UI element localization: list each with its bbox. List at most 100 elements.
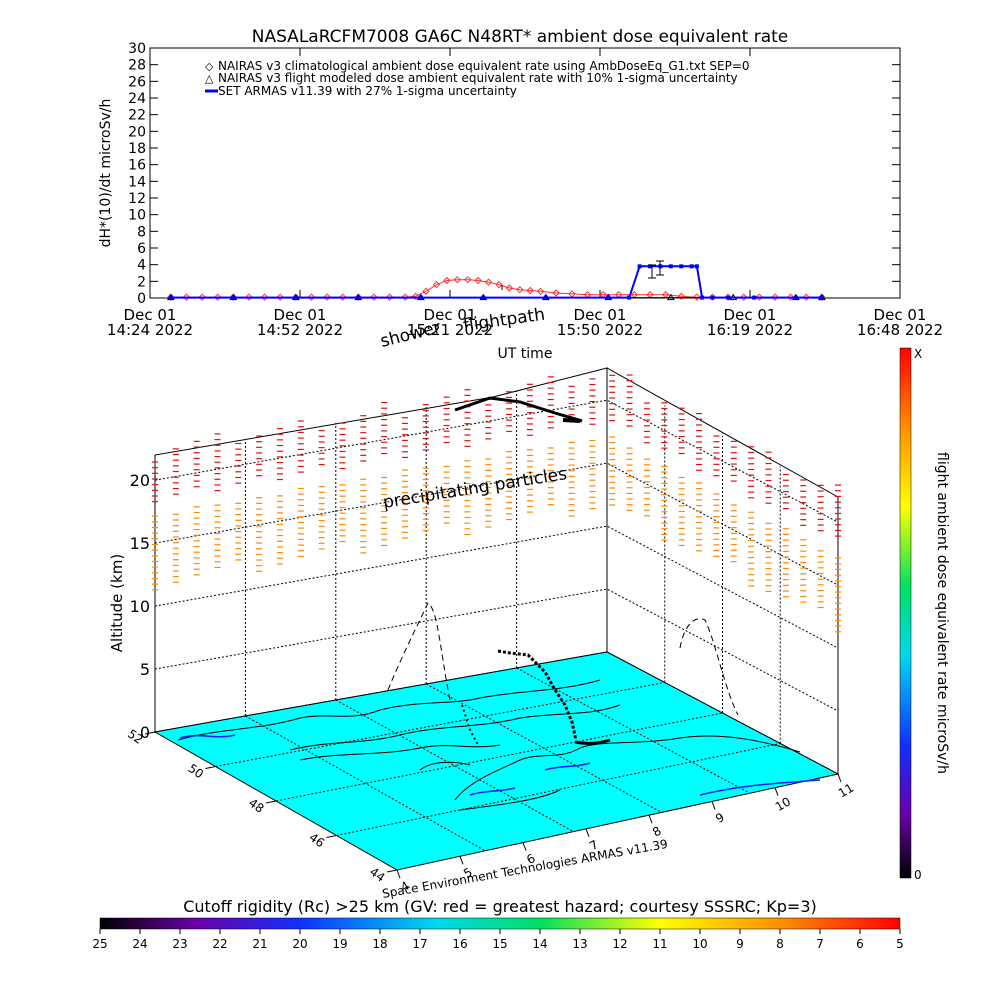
lat-tick-label: 48 <box>246 796 267 816</box>
lat-tick-mark <box>205 766 216 769</box>
ground-gridline <box>335 699 574 833</box>
right-colorbar-label: flight ambient dose equivalent rate micr… <box>934 452 950 774</box>
data-point-diamond <box>276 293 284 301</box>
x-tick-label-line1: Dec 01 <box>724 306 777 324</box>
data-point-square <box>168 295 173 300</box>
lat-tick-label: 44 <box>367 865 388 885</box>
ground-gridline <box>215 682 665 767</box>
x-tick-label-line2: 14:52 2022 <box>257 321 343 339</box>
data-point-diamond <box>411 292 420 301</box>
data-point-diamond <box>401 293 409 301</box>
data-point-diamond <box>323 293 331 301</box>
legend-entry-nairas-climatological: ◇ NAIRAS v3 climatological ambient dose … <box>205 59 750 73</box>
bottom-colorbar-tick-label: 8 <box>776 937 784 951</box>
lon-tick-label: 10 <box>773 794 793 814</box>
x-tick-label-line2: 16:19 2022 <box>707 321 793 339</box>
data-point-diamond <box>432 280 441 289</box>
data-point-square <box>694 264 699 269</box>
bottom-colorbar-tick-label: 13 <box>572 937 587 951</box>
y-tick-label: 8 <box>137 224 146 240</box>
bottom-colorbar: Cutoff rigidity (Rc) >25 km (GV: red = g… <box>92 897 903 951</box>
flightpath-shadow-segment <box>497 649 578 741</box>
bottom-colorbar-tick-label: 14 <box>532 937 547 951</box>
data-point-square <box>637 264 642 269</box>
lon-tick-mark <box>774 787 779 796</box>
legend-label: NAIRAS v3 climatological ambient dose eq… <box>218 59 750 73</box>
flightpath-ground-track <box>461 704 479 746</box>
legend: ◇ NAIRAS v3 climatological ambient dose … <box>205 59 750 98</box>
chart-title: NASALaRCFM7008 GA6C N48RT* ambient dose … <box>252 27 789 47</box>
x-tick-label-line1: Dec 01 <box>124 306 177 324</box>
altitude-axis-label: Altitude (km) <box>108 554 126 652</box>
legend-label: NAIRAS v3 flight modeled dose ambient eq… <box>218 71 738 85</box>
flightpath <box>454 396 611 746</box>
bottom-colorbar-tick-label: 10 <box>692 937 707 951</box>
data-point-square <box>648 264 652 269</box>
data-point-square <box>418 295 423 300</box>
lat-tick-mark <box>265 800 277 804</box>
data-point-square <box>627 295 632 300</box>
data-point-square <box>543 295 548 300</box>
data-point-square <box>726 295 731 300</box>
legend-marker-diamond: ◇ <box>205 60 214 73</box>
x-tick-label-line2: 16:48 2022 <box>857 321 943 339</box>
right-colorbar-min-label: 0 <box>914 868 922 882</box>
y-tick-label: 30 <box>128 41 146 57</box>
error-bars <box>501 260 664 290</box>
flightpath-altitude-trace <box>454 396 583 423</box>
lon-tick-mark <box>837 773 842 783</box>
wall-gridline-horizontal <box>154 525 839 649</box>
data-point-diamond <box>339 293 347 301</box>
bottom-colorbar-tick-label: 16 <box>452 937 467 951</box>
altitude-tick-label: 20 <box>130 471 150 490</box>
x-tick-label-line1: Dec 01 <box>874 306 927 324</box>
data-point-diamond <box>786 293 795 301</box>
data-point-diamond <box>260 293 269 301</box>
legend-entry-nairas-flight: △ NAIRAS v3 flight modeled dose ambient … <box>205 71 738 85</box>
bottom-colorbar-tick-label: 22 <box>212 937 227 951</box>
bottom-colorbar-tick-label: 20 <box>292 937 307 951</box>
bottom-colorbar-title: Cutoff rigidity (Rc) >25 km (GV: red = g… <box>183 897 817 916</box>
flightpath-end <box>562 418 581 423</box>
bottom-colorbar-tick-label: 12 <box>612 937 627 951</box>
lon-tick-mark <box>648 814 653 824</box>
x-tick-label-line1: Dec 01 <box>424 306 477 324</box>
blue-borders <box>179 734 821 796</box>
data-point-diamond <box>214 293 222 301</box>
data-point-diamond <box>422 287 430 296</box>
data-point-square <box>689 264 694 269</box>
y-tick-label: 10 <box>128 208 146 224</box>
series-line-0 <box>170 279 822 298</box>
data-point-diamond <box>198 293 206 301</box>
data-point-diamond <box>307 293 316 301</box>
lon-tick-mark <box>585 828 590 838</box>
y-tick-label: 18 <box>128 141 146 157</box>
ground-gridline <box>336 743 781 836</box>
shower-plume-right <box>679 618 739 716</box>
data-point-diamond <box>245 293 253 301</box>
data-point-square <box>231 295 236 300</box>
altitude-tick-label: 10 <box>130 597 150 616</box>
wall-gridline-horizontal <box>154 588 839 712</box>
data-point-diamond <box>443 276 451 285</box>
lon-tick-mark <box>711 801 716 810</box>
ground-gridline <box>425 683 662 813</box>
bottom-colorbar-tick-label: 9 <box>736 937 744 951</box>
lat-tick-mark <box>386 869 398 873</box>
data-point-diamond <box>474 276 482 285</box>
data-point-diamond <box>552 289 560 297</box>
bottom-colorbar-tick-label: 7 <box>816 937 824 951</box>
y-tick-label: 14 <box>128 174 146 190</box>
right-colorbar: X 0 flight ambient dose equivalent rate … <box>899 347 950 882</box>
x-tick-label-line1: Dec 01 <box>274 306 327 324</box>
bottom-colorbar-tick-label: 17 <box>412 937 427 951</box>
data-point-square <box>606 295 611 300</box>
y-tick-label: 0 <box>137 291 146 307</box>
lat-tick-mark <box>144 731 156 735</box>
data-point-square <box>293 295 298 300</box>
data-point-square <box>793 295 798 300</box>
data-point-square <box>710 295 715 300</box>
bottom-colorbar-tick-label: 19 <box>332 937 347 951</box>
data-point-diamond <box>740 293 748 301</box>
